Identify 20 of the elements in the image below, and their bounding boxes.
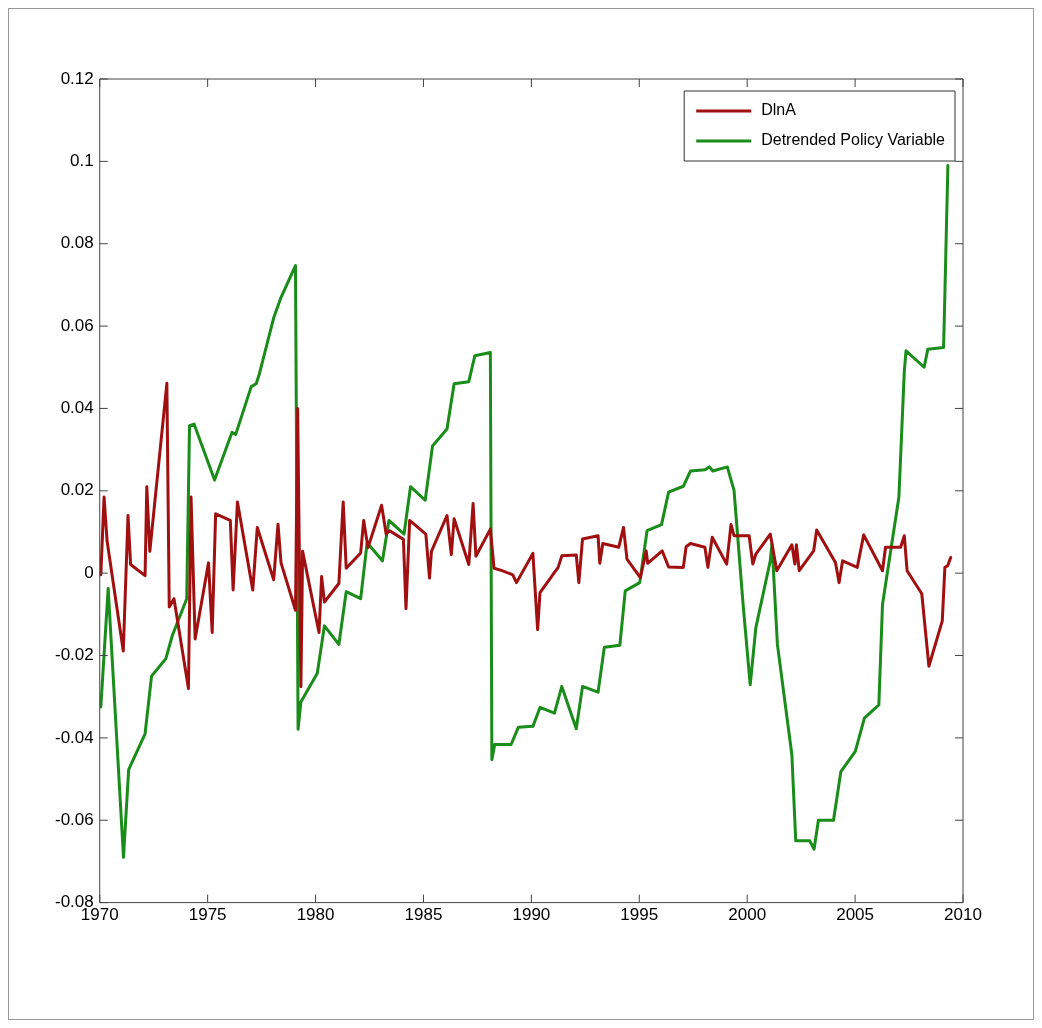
y-tick-label: -0.02 <box>55 645 94 665</box>
y-tick-label: 0.06 <box>60 315 94 335</box>
legend-label: DlnA <box>761 101 797 119</box>
y-tick-label: 0.08 <box>60 233 94 253</box>
x-tick-label: 1975 <box>188 905 227 925</box>
y-tick-label: 0.04 <box>60 398 94 418</box>
y-tick-label: 0 <box>84 562 94 582</box>
y-tick-label: 0.12 <box>60 68 94 88</box>
x-tick-label: 1985 <box>404 905 443 925</box>
x-tick-label: 2005 <box>836 905 875 925</box>
x-tick-label: 1980 <box>296 905 335 925</box>
y-tick-label: -0.04 <box>55 727 94 747</box>
x-tick-label: 1995 <box>620 905 659 925</box>
x-tick-label: 2000 <box>728 905 767 925</box>
x-tick-label: 1990 <box>512 905 551 925</box>
y-tick-label: -0.06 <box>55 809 94 829</box>
legend-label: Detrended Policy Variable <box>761 131 946 149</box>
y-tick-label: 0.1 <box>70 151 94 171</box>
y-tick-label: 0.02 <box>60 480 94 500</box>
x-tick-label: 2010 <box>944 905 982 925</box>
